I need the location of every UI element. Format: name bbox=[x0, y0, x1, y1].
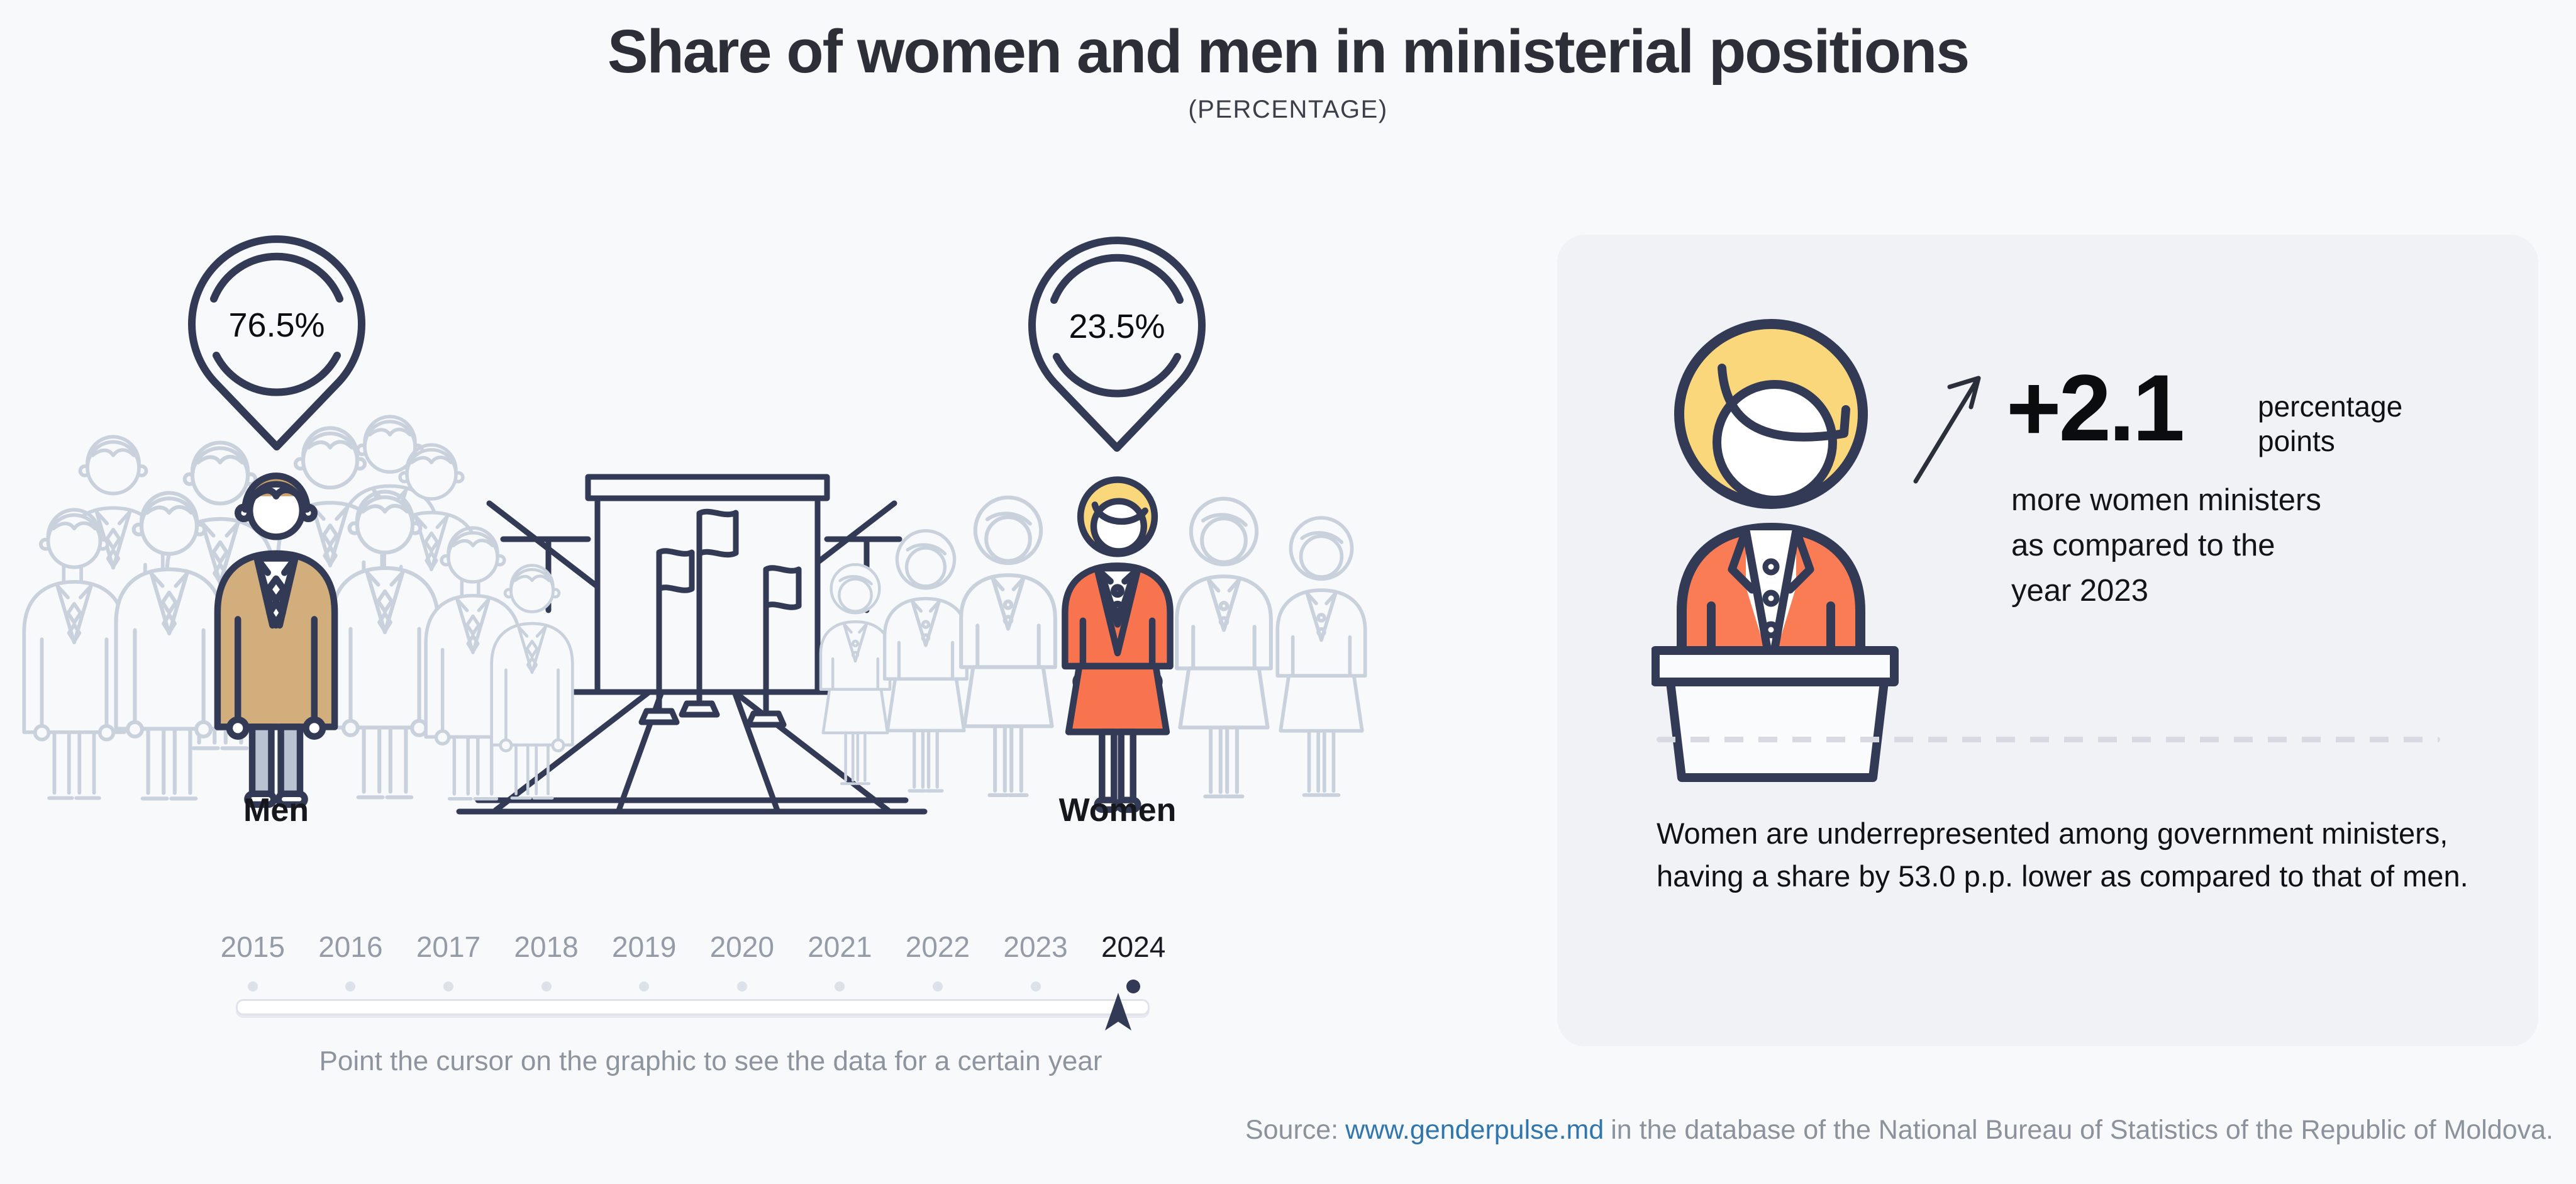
flag-icon bbox=[638, 548, 695, 725]
year-dot[interactable] bbox=[889, 981, 987, 991]
flag-icon bbox=[679, 508, 739, 718]
source-line: Source: www.genderpulse.md in the databa… bbox=[1245, 1115, 2553, 1146]
slider-hint: Point the cursor on the graphic to see t… bbox=[319, 1046, 1102, 1076]
man-minister-icon[interactable] bbox=[214, 472, 338, 808]
header: Share of women and men in ministerial po… bbox=[0, 16, 2576, 124]
men-share-value: 76.5% bbox=[228, 306, 325, 344]
year-2018[interactable]: 2018 bbox=[514, 930, 579, 963]
flag-icon bbox=[745, 565, 802, 728]
women-label: Women bbox=[1059, 792, 1177, 829]
underrepresentation-note: Women are underrepresented among governm… bbox=[1657, 817, 2468, 893]
year-2017[interactable]: 2017 bbox=[416, 930, 481, 963]
year-2020[interactable]: 2020 bbox=[709, 930, 774, 963]
year-2015[interactable]: 2015 bbox=[220, 930, 285, 963]
year-2019[interactable]: 2019 bbox=[612, 930, 677, 963]
woman-minister-icon[interactable] bbox=[1062, 476, 1174, 813]
year-dot[interactable] bbox=[791, 981, 889, 991]
delta-unit: percentage points bbox=[2258, 390, 2403, 458]
timeline-cursor-icon[interactable] bbox=[1103, 991, 1133, 1033]
year-dot[interactable] bbox=[302, 981, 400, 991]
year-2024-selected[interactable]: 2024 bbox=[1101, 930, 1166, 963]
government-building-icon bbox=[456, 474, 928, 815]
year-dot[interactable] bbox=[693, 981, 791, 991]
year-dot[interactable] bbox=[595, 981, 693, 991]
delta-value: +2.1 bbox=[2006, 355, 2185, 461]
year-labels: 2015 2016 2017 2018 2019 2020 2021 2022 … bbox=[204, 930, 1182, 964]
page-title: Share of women and men in ministerial po… bbox=[607, 17, 1970, 86]
women-share-value: 23.5% bbox=[1069, 308, 1165, 345]
source-link[interactable]: www.genderpulse.md bbox=[1345, 1115, 1604, 1145]
delta-description: more women ministers as compared to the … bbox=[2011, 483, 2321, 608]
arrow-up-icon bbox=[1913, 376, 1981, 484]
dashed-divider bbox=[1657, 737, 2440, 742]
page-subtitle: (PERCENTAGE) bbox=[1188, 95, 1388, 123]
source-prefix: Source: bbox=[1245, 1115, 1339, 1145]
year-dot[interactable] bbox=[497, 981, 596, 991]
ministers-pictogram: 76.5% 23.5% Men Women bbox=[0, 235, 1446, 829]
men-label: Men bbox=[243, 792, 309, 829]
year-2023[interactable]: 2023 bbox=[1003, 930, 1068, 963]
source-suffix: in the database of the National Bureau o… bbox=[1611, 1115, 2553, 1145]
year-dot[interactable] bbox=[987, 981, 1085, 991]
slider-track[interactable] bbox=[236, 999, 1150, 1015]
woman-at-podium-icon bbox=[1652, 319, 1899, 782]
year-dot[interactable] bbox=[399, 981, 497, 991]
year-dot-selected[interactable] bbox=[1084, 980, 1182, 993]
summary-panel: +2.1 percentage points more women minist… bbox=[1557, 235, 2538, 1046]
year-dots bbox=[204, 979, 1182, 994]
year-2016[interactable]: 2016 bbox=[318, 930, 383, 963]
women-share-pin: 23.5% bbox=[1028, 237, 1206, 452]
year-dot[interactable] bbox=[204, 981, 302, 991]
year-2022[interactable]: 2022 bbox=[905, 930, 970, 963]
year-slider[interactable]: 2015 2016 2017 2018 2019 2020 2021 2022 … bbox=[204, 930, 1182, 1030]
men-share-pin: 76.5% bbox=[188, 235, 365, 450]
year-2021[interactable]: 2021 bbox=[808, 930, 872, 963]
